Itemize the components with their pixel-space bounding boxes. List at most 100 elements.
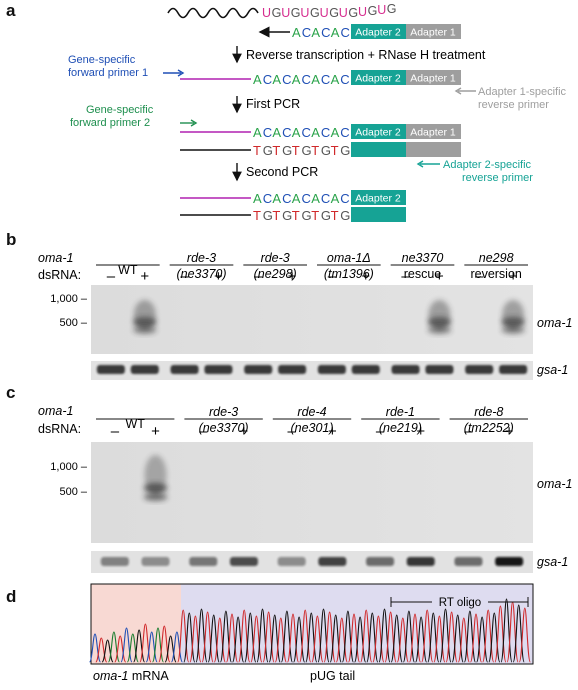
adapter2-box bbox=[351, 207, 406, 222]
gel-band bbox=[427, 317, 452, 327]
trace-peak bbox=[114, 635, 127, 663]
lane-group-label: WT bbox=[118, 263, 138, 277]
rev1-line1: Adapter 1-specific bbox=[478, 86, 567, 98]
minus-sign: – bbox=[376, 423, 385, 440]
plus-sign: + bbox=[505, 423, 514, 440]
lane-group-sublabel: (ne3370) bbox=[176, 267, 226, 281]
trace-peak bbox=[126, 633, 139, 663]
base-letter: A bbox=[253, 191, 262, 206]
plus-sign: + bbox=[288, 268, 297, 285]
lane-group-label: WT bbox=[125, 417, 145, 431]
trace-peak bbox=[335, 617, 348, 663]
base-letter: G bbox=[302, 208, 312, 223]
lane-group-label: rde-8 bbox=[474, 405, 503, 419]
base-letter: A bbox=[253, 72, 262, 87]
base-letter: T bbox=[272, 208, 280, 223]
trace-peak bbox=[201, 611, 214, 663]
trace-peak bbox=[145, 631, 158, 663]
trace-peak bbox=[421, 609, 434, 663]
plus-sign: + bbox=[214, 268, 223, 285]
loading-band bbox=[495, 557, 524, 566]
lane-group-label: rde-3 bbox=[261, 251, 290, 265]
base-letter: A bbox=[253, 125, 262, 140]
oma1-label: oma-1 bbox=[38, 404, 73, 418]
adapter2-label: Adapter 2 bbox=[355, 73, 401, 85]
chromatogram-traces bbox=[88, 598, 531, 663]
tail-caption: pUG tail bbox=[310, 669, 355, 683]
base-letter: A bbox=[331, 191, 340, 206]
trace-peak bbox=[280, 610, 293, 663]
trace-peak bbox=[488, 612, 501, 663]
loading-band bbox=[351, 365, 380, 374]
lane-group-sublabel: (ne301) bbox=[290, 421, 333, 435]
trace-peak bbox=[177, 609, 190, 663]
trace-peak bbox=[101, 639, 114, 663]
lane-group-label: rde-3 bbox=[209, 405, 238, 419]
trace-peak bbox=[445, 611, 458, 663]
trace-peak bbox=[95, 637, 108, 663]
mrna-wave bbox=[167, 7, 259, 19]
base-letter: C bbox=[321, 25, 330, 40]
lane-group-sublabel: rescue bbox=[404, 267, 442, 281]
gsa1-gel bbox=[91, 361, 533, 380]
loading-band bbox=[189, 557, 218, 566]
base-letter: T bbox=[253, 208, 261, 223]
base-letter: U bbox=[300, 6, 309, 20]
lane-group-sublabel: reversion bbox=[470, 267, 521, 281]
trace-peak bbox=[213, 617, 226, 663]
trace-peak bbox=[286, 613, 300, 663]
gsa1-gel-bands bbox=[96, 365, 528, 374]
base-letter: A bbox=[311, 191, 320, 206]
trace-peak bbox=[250, 615, 263, 663]
base-letter: C bbox=[263, 191, 272, 206]
trace-peak bbox=[366, 612, 379, 663]
lane-group-sublabel: (tm1396) bbox=[324, 267, 374, 281]
trace-peak bbox=[329, 614, 342, 663]
loading-band bbox=[406, 557, 435, 566]
trace-peak bbox=[232, 616, 245, 663]
oma1-label: oma-1 bbox=[38, 251, 73, 265]
panel-a-label: a bbox=[6, 1, 16, 20]
base-letter: A bbox=[272, 125, 281, 140]
base-letter: G bbox=[321, 208, 331, 223]
trace-peak bbox=[512, 604, 525, 663]
base-letter: T bbox=[272, 143, 280, 158]
loading-band bbox=[317, 365, 346, 374]
oma1-gel bbox=[91, 442, 533, 543]
gsa1-gel bbox=[91, 551, 533, 573]
trace-peak bbox=[120, 627, 133, 663]
loading-band bbox=[454, 557, 483, 566]
plus-sign: + bbox=[435, 268, 444, 285]
loading-band bbox=[278, 365, 307, 374]
trace-peak bbox=[293, 616, 306, 663]
rev2-line1: Adapter 2-specific bbox=[443, 159, 532, 171]
trace-peak bbox=[107, 631, 120, 663]
step1-text: Reverse transcription + RNase H treatmen… bbox=[246, 48, 486, 62]
base-letter: G bbox=[387, 2, 397, 16]
trace-peak bbox=[463, 610, 476, 663]
trace-peak bbox=[457, 617, 470, 663]
trace-peak bbox=[268, 614, 281, 663]
loading-band bbox=[318, 557, 347, 566]
adapter1-box bbox=[406, 70, 461, 85]
base-letter: A bbox=[311, 125, 320, 140]
gel-band bbox=[143, 493, 168, 501]
panel-c: c oma-1 dsRNA: WT– +rde-3(ne3370)– +rde-4(… bbox=[6, 383, 572, 573]
gel-band bbox=[132, 326, 157, 334]
dsrna-label: dsRNA: bbox=[38, 268, 81, 282]
base-letter: C bbox=[302, 191, 311, 206]
base-letter: G bbox=[272, 6, 282, 20]
base-letter: A bbox=[331, 125, 340, 140]
loading-band bbox=[391, 365, 420, 374]
panel-d: d RT oligo oma-1 mRNA pUG tail bbox=[6, 583, 534, 683]
marker-1000: 1,000 – bbox=[50, 293, 88, 305]
primer1-line2: forward primer 1 bbox=[68, 67, 148, 79]
trace-peak bbox=[482, 609, 495, 663]
base-letter: C bbox=[263, 72, 272, 87]
trace-peak bbox=[469, 613, 483, 663]
base-letter: C bbox=[321, 72, 330, 87]
base-letter: G bbox=[310, 6, 320, 20]
